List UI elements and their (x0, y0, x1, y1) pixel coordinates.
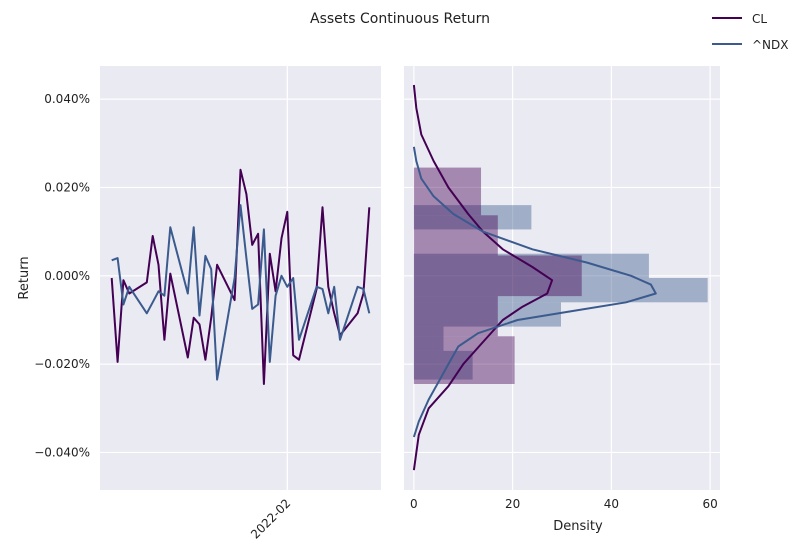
legend: CL ^NDX (712, 12, 789, 52)
legend-label-ndx: ^NDX (752, 38, 789, 52)
histogram-bar-ndx (413, 302, 562, 327)
histogram-bar-cl (413, 215, 498, 256)
series-line-cl (110, 168, 371, 385)
line-chart-plot-area (100, 66, 381, 490)
line-chart-panel: 0.040% 0.020% 0.000% −0.020% −0.040% 2022-02… (17, 66, 381, 542)
y-tick-label: −0.040% (34, 445, 90, 459)
line-chart-y-ticks: 0.040% 0.020% 0.000% −0.020% −0.040% (34, 92, 90, 459)
density-x-ticks: 0 20 40 60 (410, 497, 718, 511)
density-chart-panel: 0 20 40 60 Density (404, 66, 720, 534)
series-line-ndx (111, 204, 371, 381)
x-tick-label: 0 (410, 497, 418, 511)
density-chart-plot-area (404, 66, 720, 490)
histogram-bar-ndx (413, 326, 444, 351)
density-chart-grid (404, 66, 720, 490)
x-tick-label: 60 (702, 497, 717, 511)
chart-title: Assets Continuous Return (310, 11, 490, 27)
line-chart-series (110, 168, 371, 385)
histogram-bar-ndx (413, 278, 708, 303)
y-tick-label: 0.040% (44, 92, 90, 106)
x-axis-label-density: Density (553, 519, 603, 534)
legend-label-cl: CL (752, 12, 767, 26)
histogram-bar-cl (413, 255, 582, 297)
y-axis-label: Return (17, 256, 32, 299)
y-tick-label: 0.000% (44, 269, 90, 283)
y-tick-label: 0.020% (44, 180, 90, 194)
y-tick-label: −0.020% (34, 357, 90, 371)
density-kde-curves (412, 84, 657, 471)
line-chart-x-ticks: 2022-02 (248, 496, 293, 541)
x-tick-label: 40 (604, 497, 619, 511)
kde-curve-cl (412, 84, 554, 471)
histogram-bar-cl (413, 296, 498, 337)
x-tick-label: 20 (505, 497, 520, 511)
kde-curve-ndx (412, 146, 657, 438)
histogram-bar-cl (413, 336, 515, 384)
x-tick-label: 2022-02 (248, 496, 293, 541)
histogram-bar-cl (413, 167, 482, 216)
